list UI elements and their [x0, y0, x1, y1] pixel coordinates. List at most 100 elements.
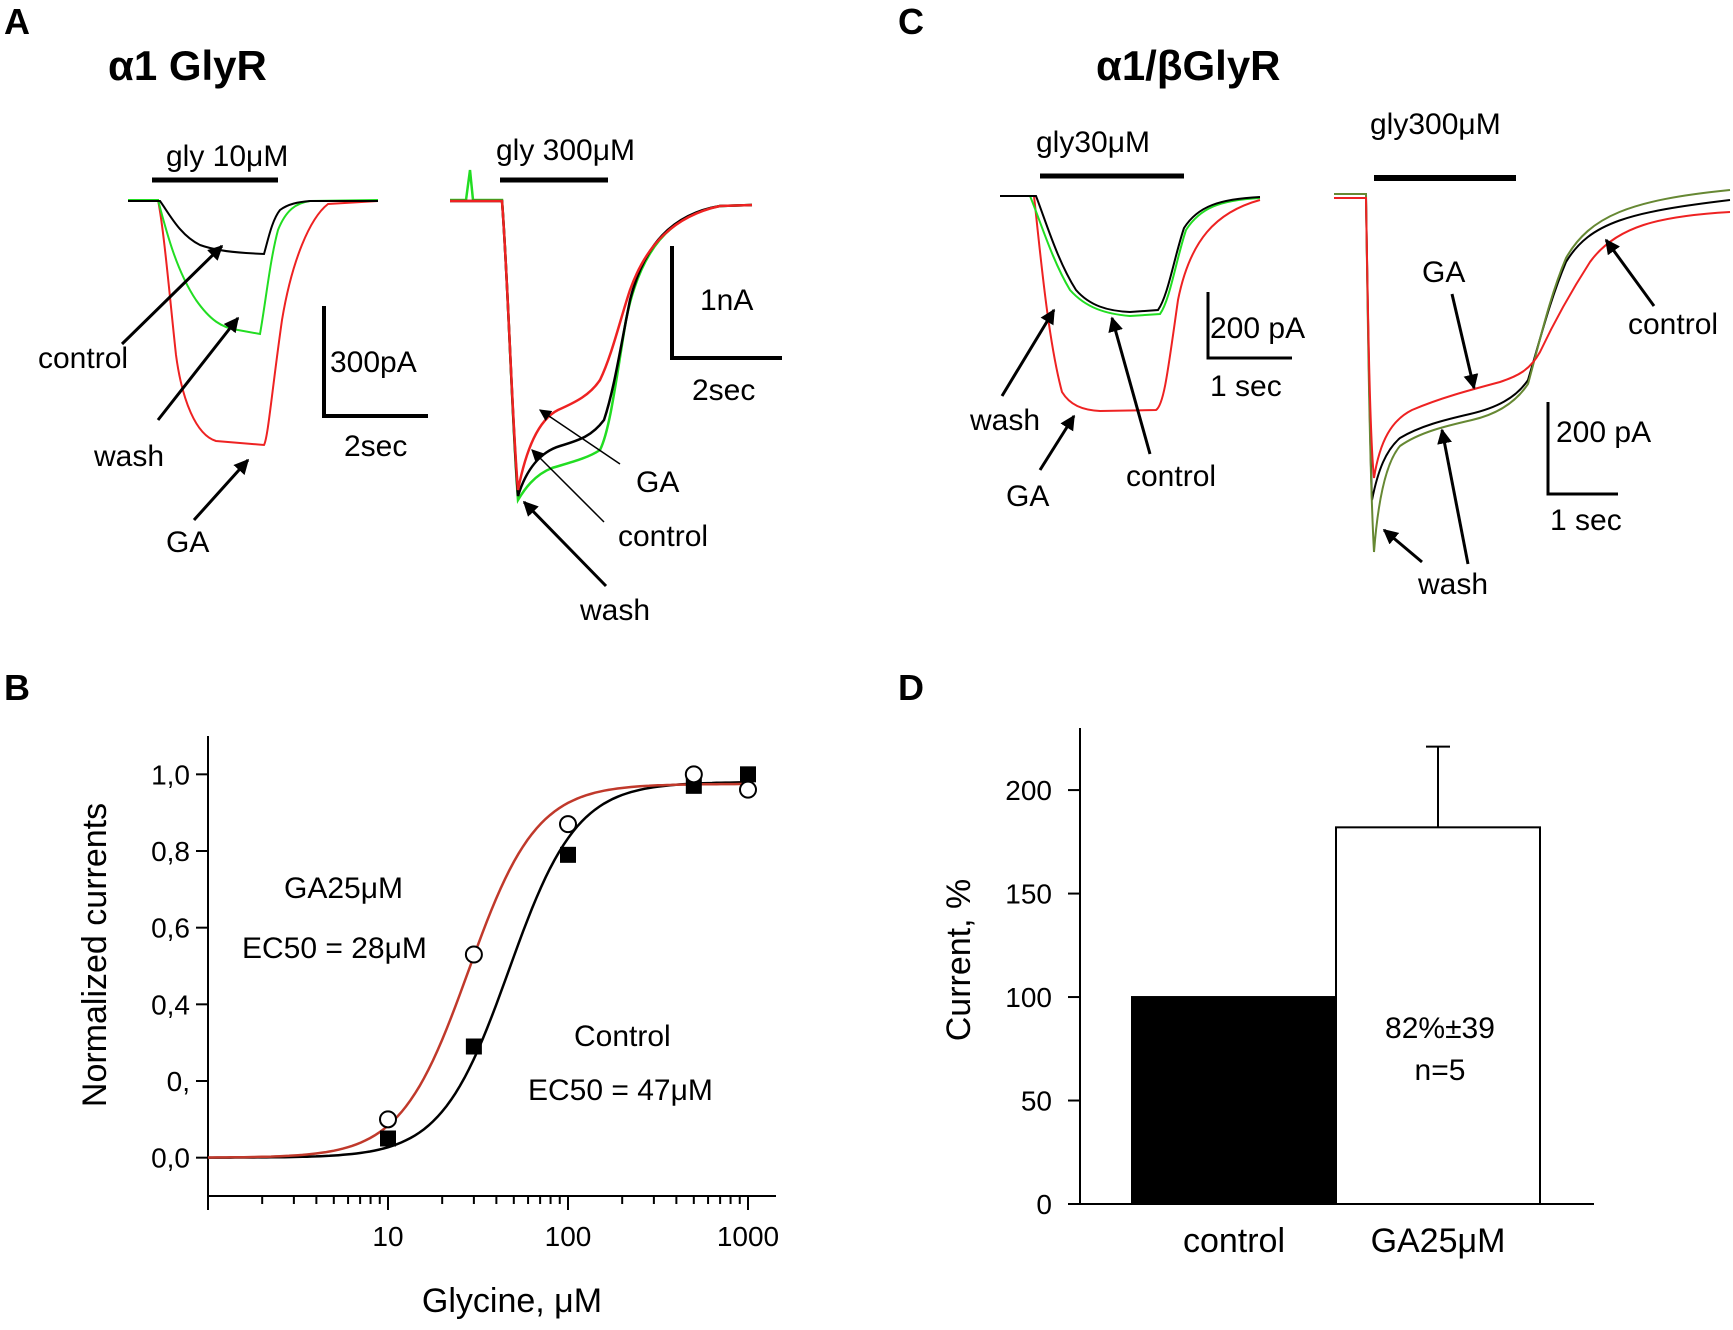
category-label: control: [1183, 1222, 1285, 1260]
ga-arrow: [1038, 414, 1076, 471]
category-label: GA25μM: [1371, 1222, 1506, 1260]
x-tick-label: 10: [372, 1221, 403, 1252]
y-tick-label: 0,4: [151, 989, 190, 1020]
scale-current-label: 1nA: [700, 284, 753, 317]
y-ticks: 0 50 100 150 200: [1005, 775, 1080, 1220]
panel-a-right-recording: gly 300μM 1nA 2sec GA control wash: [450, 134, 782, 627]
control-point: [560, 846, 576, 863]
panel-b: B 0,0 0, 0,4 0,6 0,8 1,0 10 100 1000 Glycine, μ…: [4, 667, 779, 1320]
scale-bar: [322, 306, 428, 418]
scale-time-label: 2sec: [692, 374, 755, 407]
agonist-label: gly 300μM: [496, 134, 635, 167]
scale-time-label: 2sec: [344, 430, 407, 463]
dose-response-chart: 0,00,0,40,60,81,0 10 100 1000 Glycine, μM …: [76, 736, 779, 1320]
control-arrow: [1108, 316, 1152, 455]
ga-label: GA: [636, 466, 679, 499]
category-labels: control GA25μM: [1183, 1222, 1505, 1260]
current-bar-chart: 0 50 100 150 200 control GA25μM Current, % 82…: [940, 728, 1594, 1260]
data-points: [379, 765, 757, 1147]
control-label: control: [1628, 308, 1718, 341]
wash-label: wash: [969, 404, 1040, 437]
n-annotation: n=5: [1415, 1054, 1466, 1087]
control-point: [380, 1130, 396, 1147]
scale-time-label: 1 sec: [1210, 370, 1282, 403]
control-label: control: [38, 342, 128, 375]
control-series-annotation: Control: [574, 1020, 671, 1053]
ga-point: [379, 1110, 397, 1129]
x-tick-label: 1000: [717, 1221, 779, 1252]
bar-control: [1131, 996, 1337, 1205]
panel-c: C α1/βGlyR gly30μM 200 pA 1 sec wash GA …: [898, 1, 1731, 601]
control-ec50-annotation: EC50 = 47μM: [528, 1074, 713, 1107]
bars: [1131, 745, 1541, 1205]
agonist-label: gly 10μM: [166, 140, 288, 173]
scale-time-label: 1 sec: [1550, 504, 1622, 537]
ga-trace: [1334, 197, 1731, 479]
y-ticks: 0,0 0, 0,4 0,6 0,8 1,0: [151, 759, 208, 1174]
ga-trace: [1000, 195, 1261, 413]
panel-d-letter: D: [898, 667, 924, 708]
agonist-label: gly300μM: [1370, 108, 1501, 141]
wash-arrow: [156, 316, 240, 421]
ga-point: [684, 765, 703, 784]
ga-ec50-annotation: EC50 = 28μM: [242, 932, 427, 965]
panel-c-right-recording: gly300μM GA control 200 pA 1 sec wash: [1334, 108, 1731, 601]
control-point: [740, 766, 756, 783]
y-axis-title: Current, %: [940, 879, 978, 1042]
ga-series-annotation: GA25μM: [284, 872, 403, 905]
effect-annotation: 82%±39: [1385, 1012, 1495, 1045]
scale-current-label: 200 pA: [1210, 312, 1305, 345]
panel-a-title: α1 GlyR: [108, 42, 267, 89]
control-label: control: [618, 520, 708, 553]
y-tick-label: 0,: [167, 1066, 190, 1097]
control-arrow: [531, 449, 605, 523]
agonist-label: gly30μM: [1036, 126, 1150, 159]
ga-arrow: [539, 409, 621, 465]
ga-point: [559, 815, 577, 834]
control-trace: [1000, 195, 1261, 314]
wash-arrow-peak: [1382, 528, 1423, 564]
panel-c-title: α1/βGlyR: [1096, 42, 1281, 89]
panel-a-left-recording: gly 10μM control wash GA 300pA 2sec: [38, 140, 428, 559]
ga-point: [739, 780, 757, 799]
scale-current-label: 200 pA: [1556, 416, 1651, 449]
ga-trace: [450, 199, 753, 491]
y-tick-label: 200: [1005, 775, 1052, 806]
y-tick-label: 0,6: [151, 913, 190, 944]
control-arrow: [120, 244, 224, 346]
ga-label: GA: [1006, 480, 1049, 513]
scale-bar: [1206, 292, 1292, 360]
wash-trace: [1000, 195, 1261, 318]
control-label: control: [1126, 460, 1216, 493]
wash-trace: [128, 199, 379, 336]
wash-arrow: [1437, 428, 1470, 565]
wash-arrow: [522, 500, 608, 588]
scale-bar: [1546, 402, 1618, 496]
ga-label: GA: [166, 526, 209, 559]
ga-arrow: [192, 458, 250, 522]
y-tick-label: 0,8: [151, 836, 190, 867]
y-tick-label: 0: [1036, 1189, 1052, 1220]
control-point: [465, 1038, 482, 1055]
panel-c-left-recording: gly30μM 200 pA 1 sec wash GA control: [969, 126, 1305, 513]
panel-a-letter: A: [4, 1, 30, 42]
y-tick-label: 50: [1021, 1086, 1052, 1117]
y-tick-label: 150: [1005, 879, 1052, 910]
wash-trace: [1334, 189, 1731, 553]
panel-d: D 0 50 100 150 200 control GA25μM Current, % …: [898, 667, 1594, 1260]
ga-arrow: [1450, 293, 1479, 390]
ga-point: [464, 945, 483, 964]
x-ticks: 10 100 1000: [207, 1196, 779, 1252]
y-axis-title: Normalized currents: [76, 803, 114, 1107]
control-trace: [128, 200, 378, 256]
y-tick-label: 1,0: [151, 759, 190, 790]
fit-curve-ga25-m: [208, 782, 748, 1159]
control-arrow: [1604, 238, 1656, 307]
x-tick-label: 100: [545, 1221, 592, 1252]
y-tick-label: 100: [1005, 982, 1052, 1013]
ga-label: GA: [1422, 256, 1465, 289]
panel-a: A α1 GlyR gly 10μM control wash GA 300pA…: [4, 1, 782, 627]
wash-arrow: [1000, 308, 1056, 397]
scale-current-label: 300pA: [330, 346, 417, 379]
